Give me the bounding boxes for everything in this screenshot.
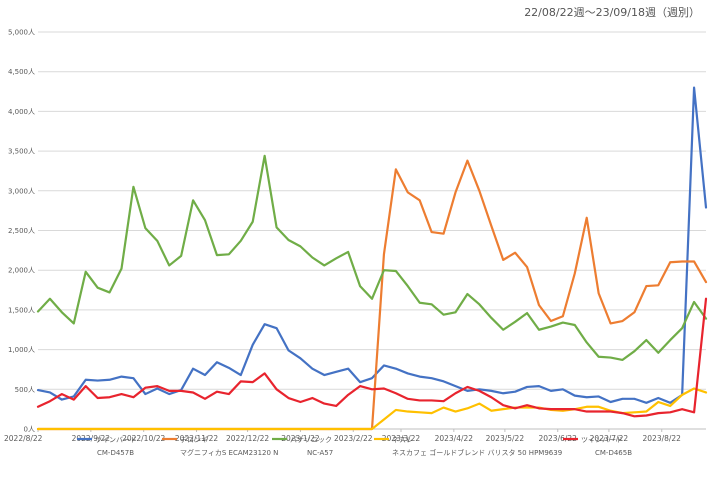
x-tick-label: 2022/11/22 [175, 434, 218, 443]
y-axis-ticks: 0人 500人 1,000人 1,500人 2,000人 2,500人 3,000人 3,50… [8, 29, 35, 434]
legend-series-model: NC-A57 [307, 449, 333, 457]
x-tick-label: 2022/12/22 [226, 434, 269, 443]
y-tick-label: 4,000人 [8, 108, 35, 116]
x-tick-label: 2023/6/22 [538, 434, 577, 443]
series-line-4 [36, 387, 708, 431]
legend-series-name: ネスレ [392, 436, 413, 444]
x-tick-label: 2023/2/22 [334, 434, 373, 443]
x-tick-label: 2023/3/22 [382, 434, 421, 443]
x-tick-label: 2023/8/22 [643, 434, 682, 443]
series-lines [36, 86, 708, 431]
series-line-5 [36, 297, 708, 418]
y-tick-label: 0人 [24, 426, 35, 434]
y-tick-label: 2,000人 [8, 267, 35, 275]
y-tick-label: 1,500人 [8, 306, 35, 314]
x-tick-label: 2023/4/22 [435, 434, 474, 443]
x-tick-label: 2022/10/22 [122, 434, 165, 443]
x-tick-label: 2022/8/22 [4, 434, 43, 443]
x-tick-label: 2023/5/22 [486, 434, 525, 443]
y-tick-label: 3,000人 [8, 187, 35, 195]
legend-series-model: ネスカフェ ゴールドブレンド バリスタ 50 HPM9639 [392, 448, 562, 457]
legend: ツインバード デロンギ パナソニック ネスレ ツインバード CM-D457B マグニフィカS… [77, 435, 632, 457]
y-tick-label: 5,000人 [8, 29, 35, 37]
gridlines [38, 31, 706, 430]
series-line-1 [36, 86, 708, 404]
legend-series-model: マグニフィカS ECAM23120 N [180, 448, 278, 457]
legend-series-name: ツインバード [95, 436, 137, 444]
y-tick-label: 1,000人 [8, 346, 35, 354]
y-tick-label: 500人 [15, 386, 35, 394]
legend-series-name: デロンギ [180, 435, 208, 444]
y-tick-label: 3,500人 [8, 148, 35, 156]
y-tick-label: 4,500人 [8, 68, 35, 76]
legend-series-model: CM-D457B [97, 449, 134, 457]
chart-title: 22/08/22週～23/09/18週（週別） [524, 6, 700, 19]
x-tick-label: 2023/7/22 [590, 434, 629, 443]
legend-series-name: パナソニック [290, 436, 332, 444]
y-tick-label: 2,500人 [8, 227, 35, 235]
series-line-3 [36, 154, 708, 362]
x-tick-label: 2023/1/22 [281, 434, 320, 443]
legend-series-model: CM-D465B [595, 449, 632, 457]
legend-series-name: ツインバード [581, 436, 623, 444]
